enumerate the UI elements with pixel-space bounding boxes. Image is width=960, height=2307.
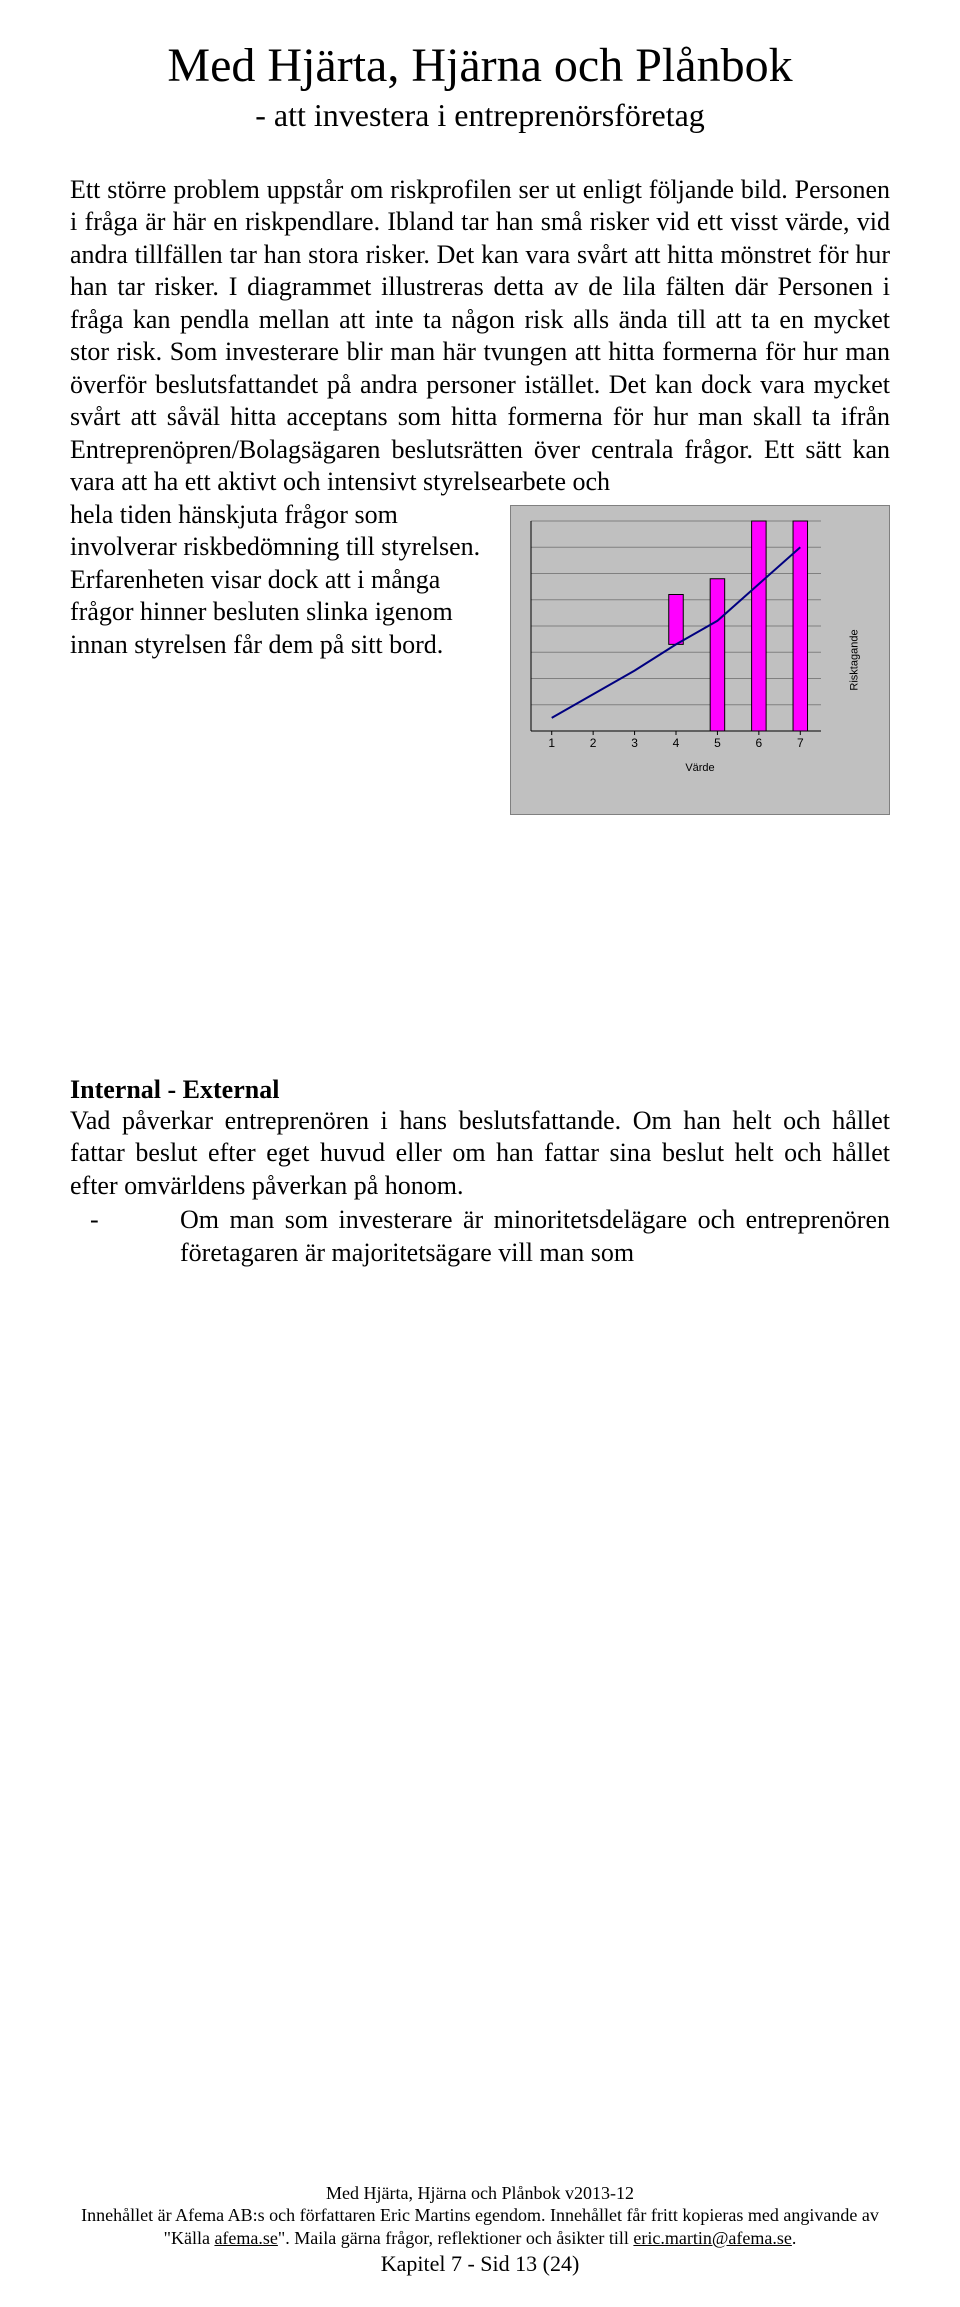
body-paragraph-1: Ett större problem uppstår om riskprofil…: [70, 174, 890, 499]
chart-x-axis-label: Värde: [521, 762, 879, 774]
chart-plot: 1 2 3 4 5 6 7: [521, 516, 841, 756]
svg-text:7: 7: [797, 736, 804, 750]
footer-line-2b: ". Maila gärna frågor, reflektioner och …: [278, 2228, 633, 2248]
doc-title: Med Hjärta, Hjärna och Plånbok: [70, 40, 890, 93]
doc-subtitle: - att investera i entreprenörsföretag: [70, 97, 890, 134]
risk-chart: 1 2 3 4 5 6 7 Värde Risktagande: [510, 505, 890, 815]
svg-text:3: 3: [631, 736, 638, 750]
footer-link-email[interactable]: eric.martin@afema.se: [633, 2228, 792, 2248]
footer-line-1: Med Hjärta, Hjärna och Plånbok v2013-12: [326, 2183, 634, 2203]
svg-text:4: 4: [673, 736, 680, 750]
footer-link-source[interactable]: afema.se: [214, 2228, 277, 2248]
section-heading: Internal - External: [70, 1075, 890, 1105]
risk-chart-container: 1 2 3 4 5 6 7 Värde Risktagande: [510, 505, 890, 815]
section-bullet: -Om man som investerare är minoritetsdel…: [180, 1204, 890, 1269]
footer-line-2c: .: [792, 2228, 797, 2248]
page-number: Kapitel 7 - Sid 13 (24): [70, 2251, 890, 2277]
chart-y-axis-label: Risktagande: [848, 629, 860, 690]
bullet-dash-icon: -: [135, 1204, 180, 1237]
section-paragraph: Vad påverkar entreprenören i hans beslut…: [70, 1105, 890, 1203]
svg-text:5: 5: [714, 736, 721, 750]
svg-text:1: 1: [548, 736, 555, 750]
svg-text:2: 2: [590, 736, 597, 750]
page-footer: Med Hjärta, Hjärna och Plånbok v2013-12 …: [70, 2182, 890, 2250]
svg-text:6: 6: [756, 736, 763, 750]
bullet-text: Om man som investerare är minoritetsdelä…: [180, 1205, 890, 1267]
